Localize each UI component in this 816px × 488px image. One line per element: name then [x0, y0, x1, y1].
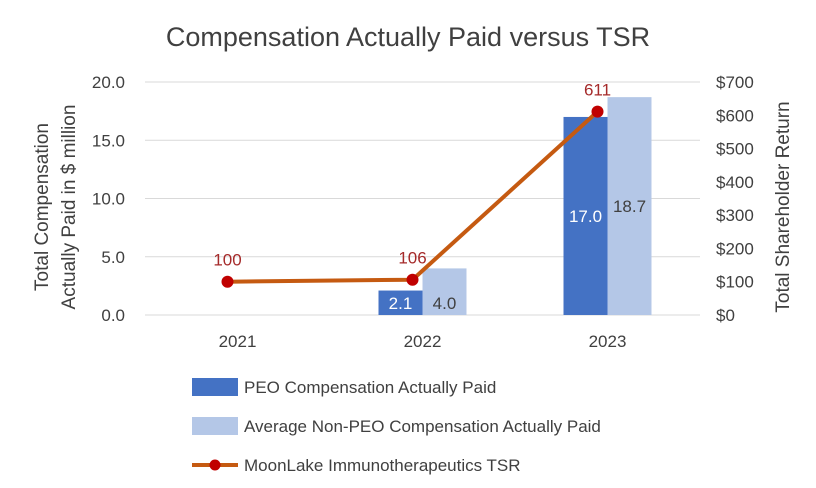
x-tick-label: 2022	[404, 332, 442, 351]
legend-label-peo: PEO Compensation Actually Paid	[244, 378, 496, 397]
left-tick-label: 0.0	[101, 306, 125, 325]
left-tick-label: 10.0	[92, 190, 125, 209]
right-tick-label: $600	[716, 106, 754, 125]
legend-swatch-non-peo	[192, 417, 238, 435]
tsr-point	[221, 275, 234, 288]
data-labels: 2.1 17.0 4.0 18.7 100 106 611	[213, 81, 646, 313]
x-tick-label: 2023	[589, 332, 627, 351]
right-tick-label: $300	[716, 206, 754, 225]
right-tick-label: $400	[716, 173, 754, 192]
tsr-data-label: 106	[398, 249, 426, 268]
bar-non-peo	[422, 268, 467, 315]
bar-label-non-peo: 4.0	[433, 294, 457, 313]
bar-peo	[563, 116, 608, 315]
bar-non-peo	[607, 97, 652, 316]
legend-swatch-peo	[192, 378, 238, 396]
left-tick-label: 15.0	[92, 131, 125, 150]
legend-label-non-peo: Average Non-PEO Compensation Actually Pa…	[244, 417, 601, 436]
tsr-point	[591, 105, 604, 118]
tsr-data-label: 100	[213, 251, 241, 270]
tsr-line	[221, 105, 604, 288]
chart-title: Compensation Actually Paid versus TSR	[166, 22, 650, 52]
right-tick-label: $700	[716, 73, 754, 92]
right-tick-label: $100	[716, 273, 754, 292]
bar-peo	[378, 290, 423, 315]
tsr-data-label: 611	[584, 81, 611, 100]
left-axis-title-line1: Total Compensation	[32, 123, 53, 291]
right-tick-label: $500	[716, 140, 754, 159]
tsr-point	[406, 273, 419, 286]
right-tick-label: $0	[716, 306, 735, 325]
left-tick-label: 5.0	[101, 248, 125, 267]
legend-marker-tsr	[209, 459, 221, 471]
legend: PEO Compensation Actually Paid Average N…	[192, 378, 601, 475]
x-axis-ticks: 2021 2022 2023	[219, 332, 627, 351]
bar-label-peo: 17.0	[569, 207, 602, 226]
bar-label-non-peo: 18.7	[613, 197, 646, 216]
right-axis-ticks: $0 $100 $200 $300 $400 $500 $600 $700	[716, 73, 754, 325]
right-tick-label: $200	[716, 239, 754, 258]
bars	[378, 97, 652, 316]
x-tick-label: 2021	[219, 332, 257, 351]
right-axis-title: Total Shareholder Return	[773, 101, 794, 312]
bar-label-peo: 2.1	[389, 294, 413, 313]
left-axis-title-line2: Actually Paid in $ million	[59, 105, 80, 310]
left-axis-ticks: 0.0 5.0 10.0 15.0 20.0	[92, 73, 125, 325]
left-tick-label: 20.0	[92, 73, 125, 92]
legend-label-tsr: MoonLake Immunotherapeutics TSR	[244, 456, 521, 475]
